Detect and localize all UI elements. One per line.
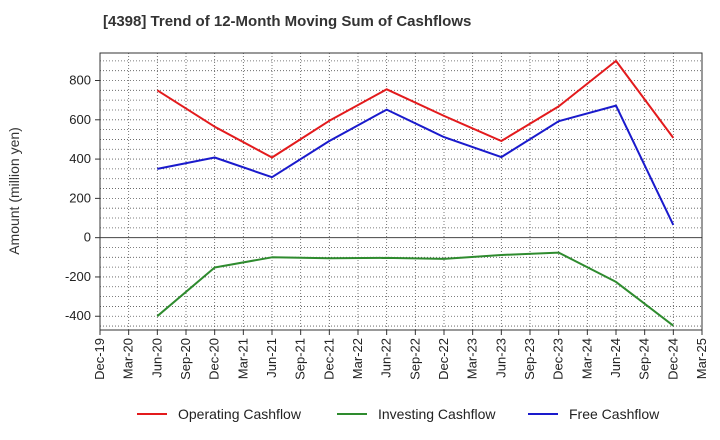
free-cashflow-legend-label: Free Cashflow — [569, 406, 660, 422]
y-tick-label: -200 — [65, 269, 91, 284]
x-tick-label: Mar-24 — [579, 338, 594, 379]
x-tick-label: Dec-19 — [92, 338, 107, 380]
x-tick-label: Jun-21 — [264, 338, 279, 378]
x-tick-label: Dec-24 — [665, 338, 680, 380]
x-tick-label: Sep-21 — [293, 338, 308, 380]
plot-frame — [99, 52, 703, 331]
x-tick-label: Mar-23 — [465, 338, 480, 379]
x-tick-label: Sep-23 — [522, 338, 537, 380]
y-tick-label: 800 — [69, 73, 91, 88]
operating-cashflow-legend-label: Operating Cashflow — [178, 406, 302, 422]
x-tick-label: Jun-23 — [493, 338, 508, 378]
series-lines — [156, 59, 675, 327]
x-tick-label: Jun-24 — [608, 338, 623, 378]
x-tick-label: Mar-22 — [350, 338, 365, 379]
x-tick-label: Dec-23 — [551, 338, 566, 380]
y-tick-label: 0 — [84, 230, 91, 245]
x-tick-label: Mar-20 — [121, 338, 136, 379]
y-tick-label: 600 — [69, 112, 91, 127]
y-tick-label: 200 — [69, 190, 91, 205]
x-tick-label: Sep-22 — [407, 338, 422, 380]
x-tick-label: Jun-22 — [379, 338, 394, 378]
x-tick-label: Sep-20 — [178, 338, 193, 380]
x-tick-label: Jun-20 — [149, 338, 164, 378]
investing-cashflow-line — [156, 251, 674, 327]
x-tick-label: Mar-21 — [235, 338, 250, 379]
investing-cashflow-legend-label: Investing Cashflow — [378, 406, 496, 422]
operating-cashflow-line — [156, 59, 675, 159]
y-tick-label: -400 — [65, 308, 91, 323]
y-tick-label: 400 — [69, 151, 91, 166]
x-tick-label: Dec-22 — [436, 338, 451, 380]
y-axis-title: Amount (million yen) — [6, 127, 22, 255]
x-tick-label: Dec-21 — [321, 338, 336, 380]
free-cashflow-line — [157, 104, 675, 226]
chart-title: [4398] Trend of 12-Month Moving Sum of C… — [103, 13, 472, 30]
legend: Operating Cashflow Investing Cashflow Free… — [137, 406, 660, 422]
x-tick-label: Mar-25 — [694, 338, 709, 379]
x-tick-label: Sep-24 — [637, 338, 652, 380]
axes: -400 -200 0 200 400 600 800 Dec-19 Mar-20 Jun-20 S… — [65, 52, 709, 380]
x-tick-label: Dec-20 — [207, 338, 222, 380]
